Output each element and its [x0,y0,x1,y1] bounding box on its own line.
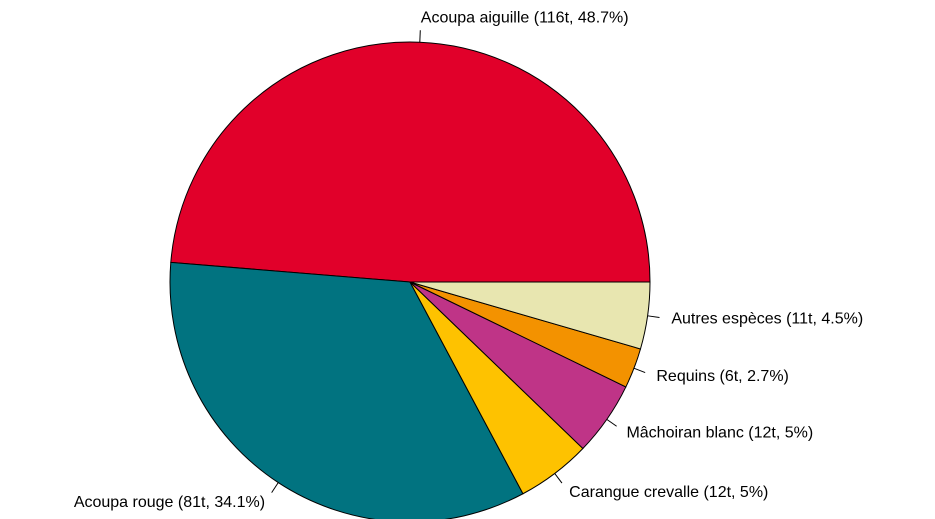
slice-label: Autres espèces (11t, 4.5%) [671,310,863,327]
pie-slice [409,281,651,350]
slice-label: Acoupa rouge (81t, 34.1%) [74,494,265,511]
slice-label: Acoupa aiguille (116t, 48.7%) [421,9,629,26]
label-tick [554,473,563,484]
slice-label: Carangue crevalle (12t, 5%) [569,484,768,501]
pie-slice [170,41,651,283]
label-tick [633,367,646,374]
label-tick [271,482,279,493]
label-tick [606,418,617,427]
label-tick [647,315,660,319]
slice-label: Mâchoiran blanc (12t, 5%) [626,424,813,441]
slice-label: Requins (6t, 2.7%) [656,368,789,385]
